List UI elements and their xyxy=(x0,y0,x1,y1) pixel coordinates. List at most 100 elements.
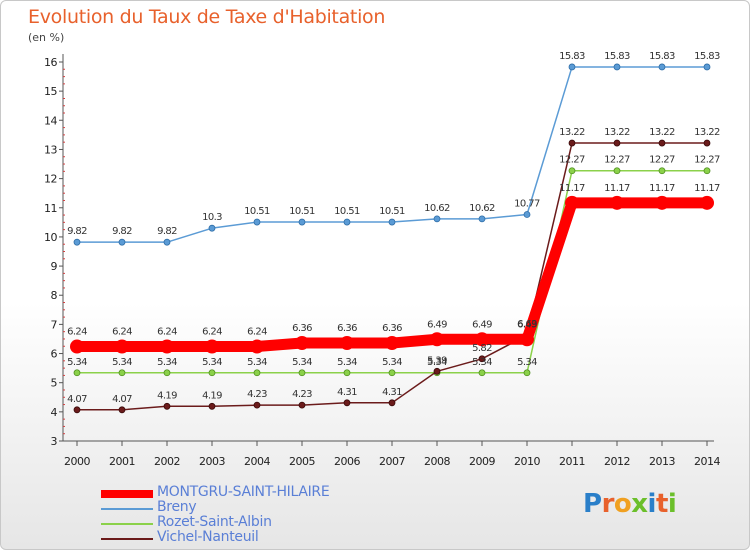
data-point xyxy=(388,369,396,377)
x-tick-label: 2003 xyxy=(199,455,225,468)
data-point xyxy=(658,139,666,147)
legend-swatch-rozet xyxy=(101,523,153,525)
data-point xyxy=(298,401,306,409)
data-label: 15.83 xyxy=(604,51,630,62)
data-point xyxy=(208,402,216,410)
line-chart: 3 4 5 6 7 8 9 10 11 12 13 14 15 16 2000 2001 2002 2003 200… xyxy=(44,51,721,468)
data-point xyxy=(118,369,126,377)
data-point xyxy=(118,406,126,414)
x-tick-label: 2002 xyxy=(154,455,180,468)
data-label: 4.23 xyxy=(247,389,267,400)
data-label: 10.51 xyxy=(289,206,315,217)
data-label: 6.49 xyxy=(517,319,537,330)
data-point xyxy=(73,369,81,377)
data-label: 5.34 xyxy=(202,357,222,368)
data-label: 15.83 xyxy=(649,51,675,62)
data-label: 5.34 xyxy=(337,357,357,368)
data-point xyxy=(613,139,621,147)
data-label: 5.34 xyxy=(472,357,492,368)
logo-letter: i xyxy=(647,489,657,519)
chart-series-lines xyxy=(70,63,714,414)
data-label: 6.63 xyxy=(517,319,537,330)
x-tick-label: 2014 xyxy=(694,455,720,468)
data-label: 4.19 xyxy=(202,390,222,401)
data-label: 10.3 xyxy=(202,212,222,223)
x-tick-label: 2006 xyxy=(334,455,360,468)
data-label: 12.27 xyxy=(649,155,675,166)
data-label: 9.82 xyxy=(157,226,177,237)
logo-letter: r xyxy=(601,489,615,519)
y-tick-label: 6 xyxy=(51,348,58,361)
data-label: 5.34 xyxy=(112,357,132,368)
data-point xyxy=(205,339,219,354)
data-label: 6.24 xyxy=(247,327,267,338)
data-point xyxy=(433,215,441,223)
data-point xyxy=(250,339,264,354)
data-label: 11.17 xyxy=(694,183,720,194)
data-point xyxy=(295,336,309,351)
legend-label-breny: Breny xyxy=(157,499,197,515)
data-point xyxy=(163,402,171,410)
x-tick-label: 2010 xyxy=(514,455,540,468)
data-label: 6.24 xyxy=(67,327,87,338)
data-point xyxy=(160,339,174,354)
data-point xyxy=(568,167,576,175)
data-label: 11.17 xyxy=(649,183,675,194)
data-label: 4.31 xyxy=(382,387,402,398)
data-label: 10.62 xyxy=(469,203,495,214)
data-point xyxy=(610,195,624,210)
data-point xyxy=(253,218,261,226)
data-point xyxy=(70,339,84,354)
x-tick-label: 2013 xyxy=(649,455,675,468)
data-point xyxy=(385,336,399,351)
logo-letter: P xyxy=(583,489,602,519)
chart-data-labels: 6.24 6.24 6.24 6.24 6.24 6.36 6.36 6.36 6.49 6.49… xyxy=(67,51,721,405)
data-label: 5.34 xyxy=(517,357,537,368)
y-tick-label: 14 xyxy=(44,114,57,127)
data-point xyxy=(568,139,576,147)
y-tick-label: 10 xyxy=(44,231,57,244)
legend-label-vichel: Vichel-Nanteuil xyxy=(157,529,259,545)
data-point xyxy=(343,369,351,377)
data-point xyxy=(658,167,666,175)
y-tick-label: 7 xyxy=(51,318,58,331)
data-label: 9.82 xyxy=(67,226,87,237)
y-tick-label: 8 xyxy=(51,289,58,302)
logo-letter: t xyxy=(655,489,668,519)
x-tick-label: 2012 xyxy=(604,455,630,468)
data-label: 11.17 xyxy=(559,183,585,194)
data-point xyxy=(163,238,171,246)
data-point xyxy=(430,332,444,347)
legend-swatch-montgru xyxy=(101,490,153,498)
data-point xyxy=(343,399,351,407)
data-point xyxy=(433,367,441,375)
data-label: 13.22 xyxy=(604,127,630,138)
data-point xyxy=(703,63,711,71)
x-tick-label: 2000 xyxy=(64,455,90,468)
data-point xyxy=(253,369,261,377)
y-tick-label: 12 xyxy=(44,173,57,186)
legend-swatch-vichel xyxy=(101,538,153,540)
logo-letter: o xyxy=(613,489,632,519)
data-point xyxy=(478,215,486,223)
chart-title: Evolution du Taux de Taxe d'Habitation xyxy=(28,6,386,28)
data-label: 4.07 xyxy=(67,394,87,405)
data-point xyxy=(658,63,666,71)
chart-unit-label: (en %) xyxy=(28,31,65,44)
y-tick-label: 4 xyxy=(51,406,58,419)
data-point xyxy=(700,195,714,210)
y-tick-label: 13 xyxy=(44,143,57,156)
x-tick-label: 2001 xyxy=(109,455,135,468)
data-label: 5.34 xyxy=(247,357,267,368)
data-label: 13.22 xyxy=(694,127,720,138)
y-tick-label: 15 xyxy=(44,85,57,98)
data-label: 10.51 xyxy=(379,206,405,217)
data-point xyxy=(703,167,711,175)
data-point xyxy=(703,139,711,147)
data-label: 15.83 xyxy=(694,51,720,62)
data-label: 6.24 xyxy=(202,327,222,338)
logo-letter: i xyxy=(667,489,677,519)
data-point xyxy=(565,195,579,210)
legend-label-montgru: MONTGRU-SAINT-HILAIRE xyxy=(157,484,330,500)
